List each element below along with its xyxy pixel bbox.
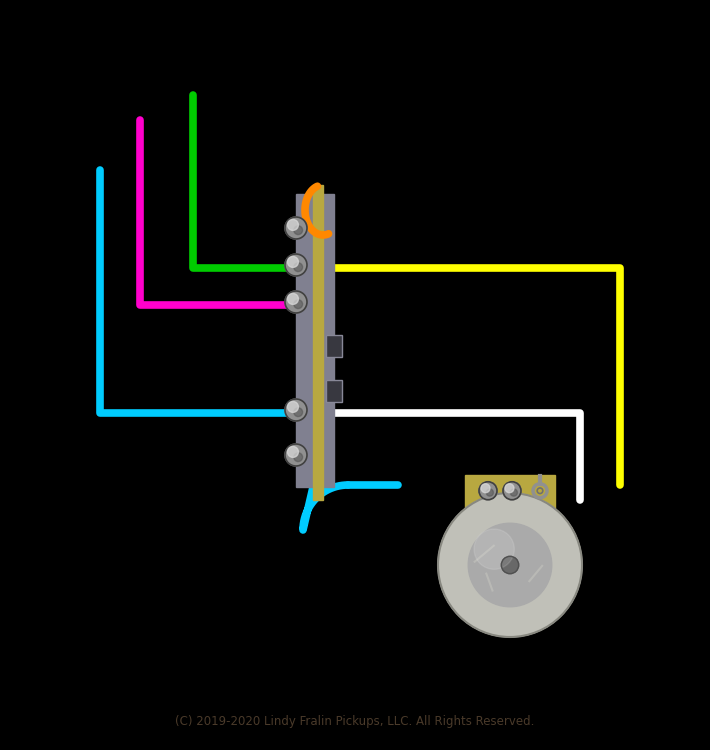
Bar [326, 335, 342, 357]
Circle shape [481, 484, 490, 493]
Circle shape [438, 493, 582, 637]
Circle shape [468, 524, 552, 607]
Circle shape [288, 220, 298, 230]
Circle shape [294, 262, 302, 272]
Circle shape [294, 226, 302, 235]
Bar [326, 380, 342, 402]
Circle shape [288, 446, 298, 458]
Circle shape [510, 489, 518, 496]
Bar [465, 475, 555, 510]
Circle shape [288, 401, 298, 412]
Circle shape [285, 399, 307, 421]
Bar [296, 194, 334, 488]
Circle shape [288, 293, 298, 304]
Circle shape [503, 482, 521, 500]
Circle shape [486, 489, 493, 496]
Circle shape [288, 256, 298, 268]
Circle shape [285, 444, 307, 466]
Circle shape [505, 484, 514, 493]
Bar [313, 185, 323, 500]
Circle shape [294, 453, 302, 461]
Circle shape [294, 300, 302, 308]
Circle shape [501, 556, 518, 574]
Circle shape [474, 529, 514, 569]
Circle shape [479, 482, 497, 500]
Circle shape [285, 217, 307, 239]
Bar [326, 335, 342, 357]
Circle shape [285, 254, 307, 276]
Circle shape [285, 291, 307, 313]
Bar [326, 380, 342, 402]
Text: (C) 2019-2020 Lindy Fralin Pickups, LLC. All Rights Reserved.: (C) 2019-2020 Lindy Fralin Pickups, LLC.… [175, 716, 535, 728]
Circle shape [294, 408, 302, 416]
